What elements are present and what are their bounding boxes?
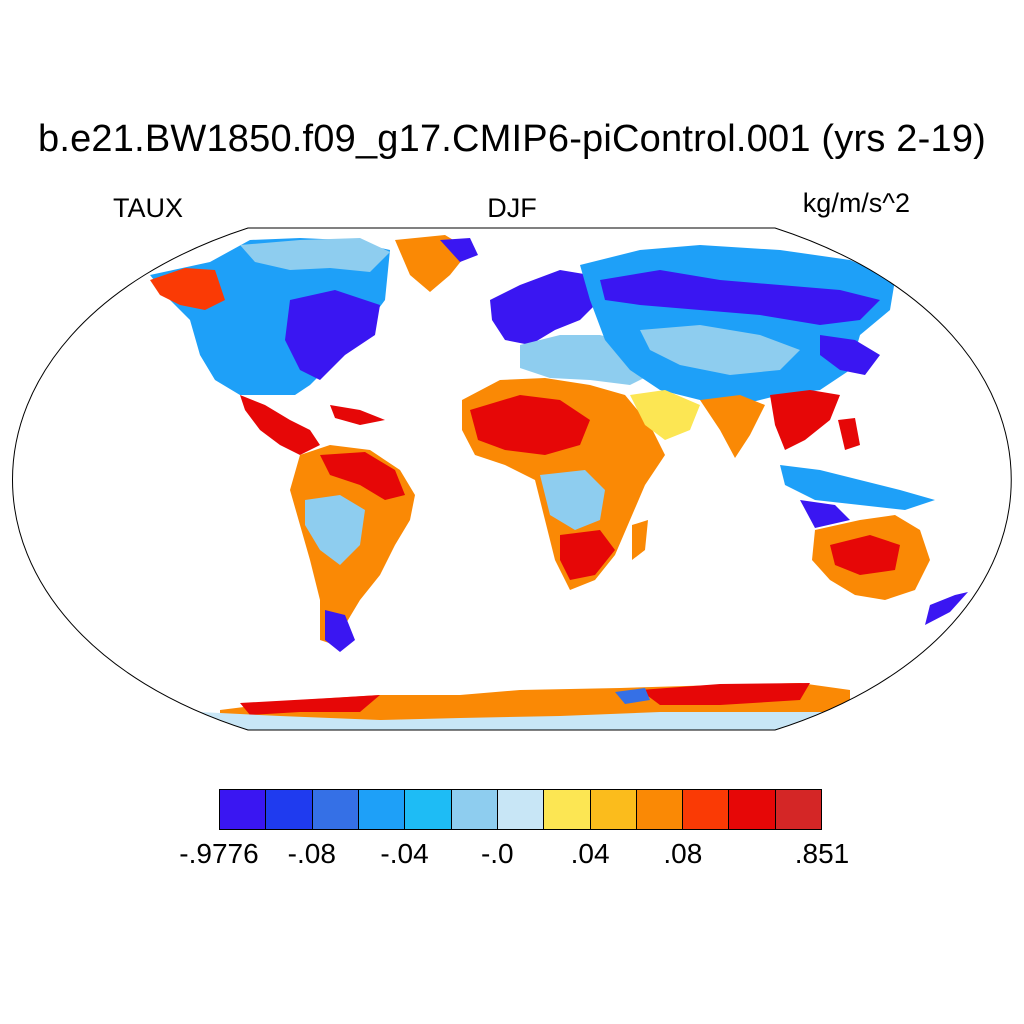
- region-antarctica-east: [640, 683, 810, 705]
- region-antarctica-low: [615, 688, 650, 704]
- colorbar-swatch: [358, 790, 406, 829]
- colorbar-tick-label: -.0: [480, 838, 514, 869]
- region-new-zealand: [925, 592, 968, 625]
- colorbar-tick-label: -.9776: [179, 838, 259, 869]
- colorbar-swatch: [405, 790, 452, 829]
- colorbar-swatch: [544, 790, 591, 829]
- colorbar-swatch: [729, 790, 776, 829]
- colorbar: [219, 789, 822, 830]
- colorbar-swatch: [497, 790, 545, 829]
- region-sahara: [470, 395, 590, 455]
- region-canada-east: [285, 290, 380, 380]
- region-arabia: [630, 390, 700, 440]
- region-caribbean: [330, 405, 385, 425]
- region-indonesia: [780, 465, 935, 510]
- colorbar-tick-label: .851: [794, 838, 850, 869]
- region-patagonia: [325, 610, 355, 652]
- region-philippines: [838, 418, 860, 450]
- colorbar-tick-label: -.08: [287, 838, 336, 869]
- colorbar-swatch: [266, 790, 313, 829]
- region-siberia: [600, 270, 880, 325]
- region-central-africa: [540, 470, 605, 530]
- region-central-asia: [640, 325, 800, 375]
- colorbar-tick-label: -.04: [380, 838, 429, 869]
- season-label: DJF: [487, 193, 537, 223]
- region-amazon: [320, 452, 405, 500]
- region-greenland-south: [440, 238, 478, 262]
- colorbar-swatch: [636, 790, 684, 829]
- colorbar-swatch: [220, 790, 267, 829]
- region-madagascar: [632, 520, 648, 560]
- colorbar-swatch: [590, 790, 637, 829]
- variable-label: TAUX: [113, 193, 184, 223]
- colorbar-swatch: [683, 790, 730, 829]
- colorbar-tick-label: .04: [570, 838, 610, 869]
- region-antarctica-coast: [240, 695, 380, 715]
- region-antarctica-plateau: [200, 712, 850, 730]
- region-india: [700, 395, 765, 458]
- plot-title: b.e21.BW1850.f09_g17.CMIP6-piControl.001…: [37, 118, 987, 160]
- region-australia-north: [800, 500, 850, 528]
- units-label: kg/m/s^2: [802, 188, 910, 218]
- region-southeast-asia: [770, 390, 840, 450]
- map-boundary: [12, 227, 1012, 731]
- colorbar-swatch: [451, 790, 498, 829]
- region-australia-interior: [830, 535, 900, 575]
- region-arctic-canada: [240, 238, 390, 272]
- region-southern-africa: [560, 530, 615, 580]
- colorbar-swatch: [775, 790, 822, 829]
- colorbar-tick-label: .08: [663, 838, 703, 869]
- region-alaska: [150, 268, 225, 310]
- region-central-america: [240, 395, 320, 455]
- colorbar-swatch: [312, 790, 359, 829]
- region-europe: [490, 270, 600, 345]
- region-south-america-cool: [305, 495, 365, 565]
- region-east-asia: [820, 335, 880, 375]
- land-fields: [150, 235, 968, 730]
